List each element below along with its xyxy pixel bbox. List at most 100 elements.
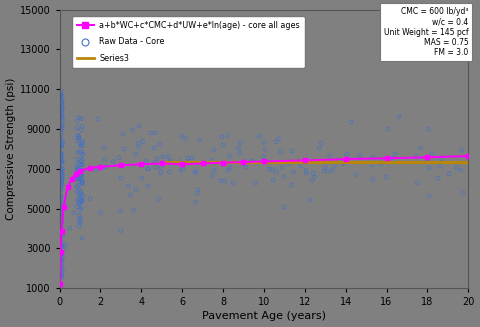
Point xyxy=(56,245,63,250)
Point xyxy=(56,196,63,201)
Point xyxy=(56,271,64,276)
Point xyxy=(57,193,65,198)
Point xyxy=(59,158,66,163)
Point xyxy=(57,245,64,250)
Point xyxy=(75,133,83,139)
Point xyxy=(75,115,83,120)
Point xyxy=(56,156,64,161)
Point xyxy=(343,152,351,157)
Point xyxy=(241,164,249,170)
Point xyxy=(78,149,86,154)
Point xyxy=(78,198,85,203)
Point xyxy=(78,116,85,121)
Point xyxy=(324,168,331,174)
Point xyxy=(76,219,84,224)
Point xyxy=(180,166,187,171)
Point xyxy=(302,168,310,173)
Point xyxy=(73,173,81,178)
Point xyxy=(120,146,128,152)
Point xyxy=(56,186,64,191)
Point xyxy=(142,159,150,164)
Point xyxy=(297,163,304,168)
Point xyxy=(57,150,65,155)
Text: CMC = 600 lb/yd³
w/c = 0.4
Unit Weight = 145 pcf
MAS = 0.75
FM = 3.0: CMC = 600 lb/yd³ w/c = 0.4 Unit Weight =… xyxy=(384,7,468,57)
Point xyxy=(77,189,85,194)
Point xyxy=(57,273,64,278)
Point xyxy=(73,167,81,172)
Point xyxy=(255,133,263,139)
Point xyxy=(423,156,431,162)
Point xyxy=(224,133,231,138)
Point xyxy=(74,149,82,155)
Point xyxy=(59,166,66,172)
Point xyxy=(77,127,85,132)
Point xyxy=(57,136,64,141)
Point xyxy=(57,107,65,112)
Point xyxy=(73,119,81,124)
Point xyxy=(339,161,347,166)
Point xyxy=(76,150,84,155)
Point xyxy=(135,123,143,128)
Point xyxy=(57,194,65,199)
Point xyxy=(56,136,63,141)
Point xyxy=(73,177,81,182)
Point xyxy=(57,165,64,170)
Point xyxy=(78,157,86,162)
Point xyxy=(260,154,267,159)
Point xyxy=(58,157,65,163)
Point xyxy=(56,138,64,144)
Point xyxy=(339,160,347,165)
Legend: a+b*WC+c*CMC+d*UW+e*ln(age) - core all ages, Raw Data - Core, Series3: a+b*WC+c*CMC+d*UW+e*ln(age) - core all a… xyxy=(72,16,304,68)
Point xyxy=(57,160,65,165)
Point xyxy=(58,153,65,158)
Point xyxy=(167,159,175,164)
Point xyxy=(77,158,85,164)
Point xyxy=(56,203,64,208)
Point xyxy=(425,194,433,199)
Point xyxy=(273,169,280,174)
Point xyxy=(326,153,334,158)
Point xyxy=(57,223,64,228)
Point xyxy=(138,176,145,181)
Point xyxy=(144,166,152,172)
Point xyxy=(79,193,86,198)
Point xyxy=(96,210,104,215)
Point xyxy=(58,88,65,94)
Point xyxy=(457,168,465,173)
Point xyxy=(70,210,78,215)
Point xyxy=(57,201,65,207)
Point xyxy=(79,152,86,158)
Point xyxy=(119,132,127,137)
Point xyxy=(56,178,63,183)
Point xyxy=(412,154,420,159)
Point xyxy=(135,145,143,150)
Point xyxy=(58,186,65,191)
Point xyxy=(77,173,84,179)
Point xyxy=(58,112,66,117)
Point xyxy=(58,231,66,236)
Point xyxy=(377,161,385,166)
Point xyxy=(125,183,132,189)
Point xyxy=(59,98,66,103)
Point xyxy=(192,200,199,205)
Point xyxy=(229,181,237,186)
Point xyxy=(265,166,273,172)
Point xyxy=(56,245,64,250)
Point xyxy=(58,173,66,178)
Point xyxy=(56,227,64,232)
Point xyxy=(56,195,64,200)
Point xyxy=(77,143,84,148)
Point xyxy=(57,220,65,225)
Point xyxy=(261,146,269,152)
Point xyxy=(58,216,66,221)
Point xyxy=(56,210,64,215)
Point xyxy=(280,174,288,179)
Point xyxy=(73,162,81,167)
Point xyxy=(147,130,155,136)
Point xyxy=(78,173,85,178)
Point xyxy=(58,266,66,271)
Point xyxy=(75,213,83,218)
Point xyxy=(144,166,151,171)
Point xyxy=(56,256,64,262)
Point xyxy=(352,172,360,177)
